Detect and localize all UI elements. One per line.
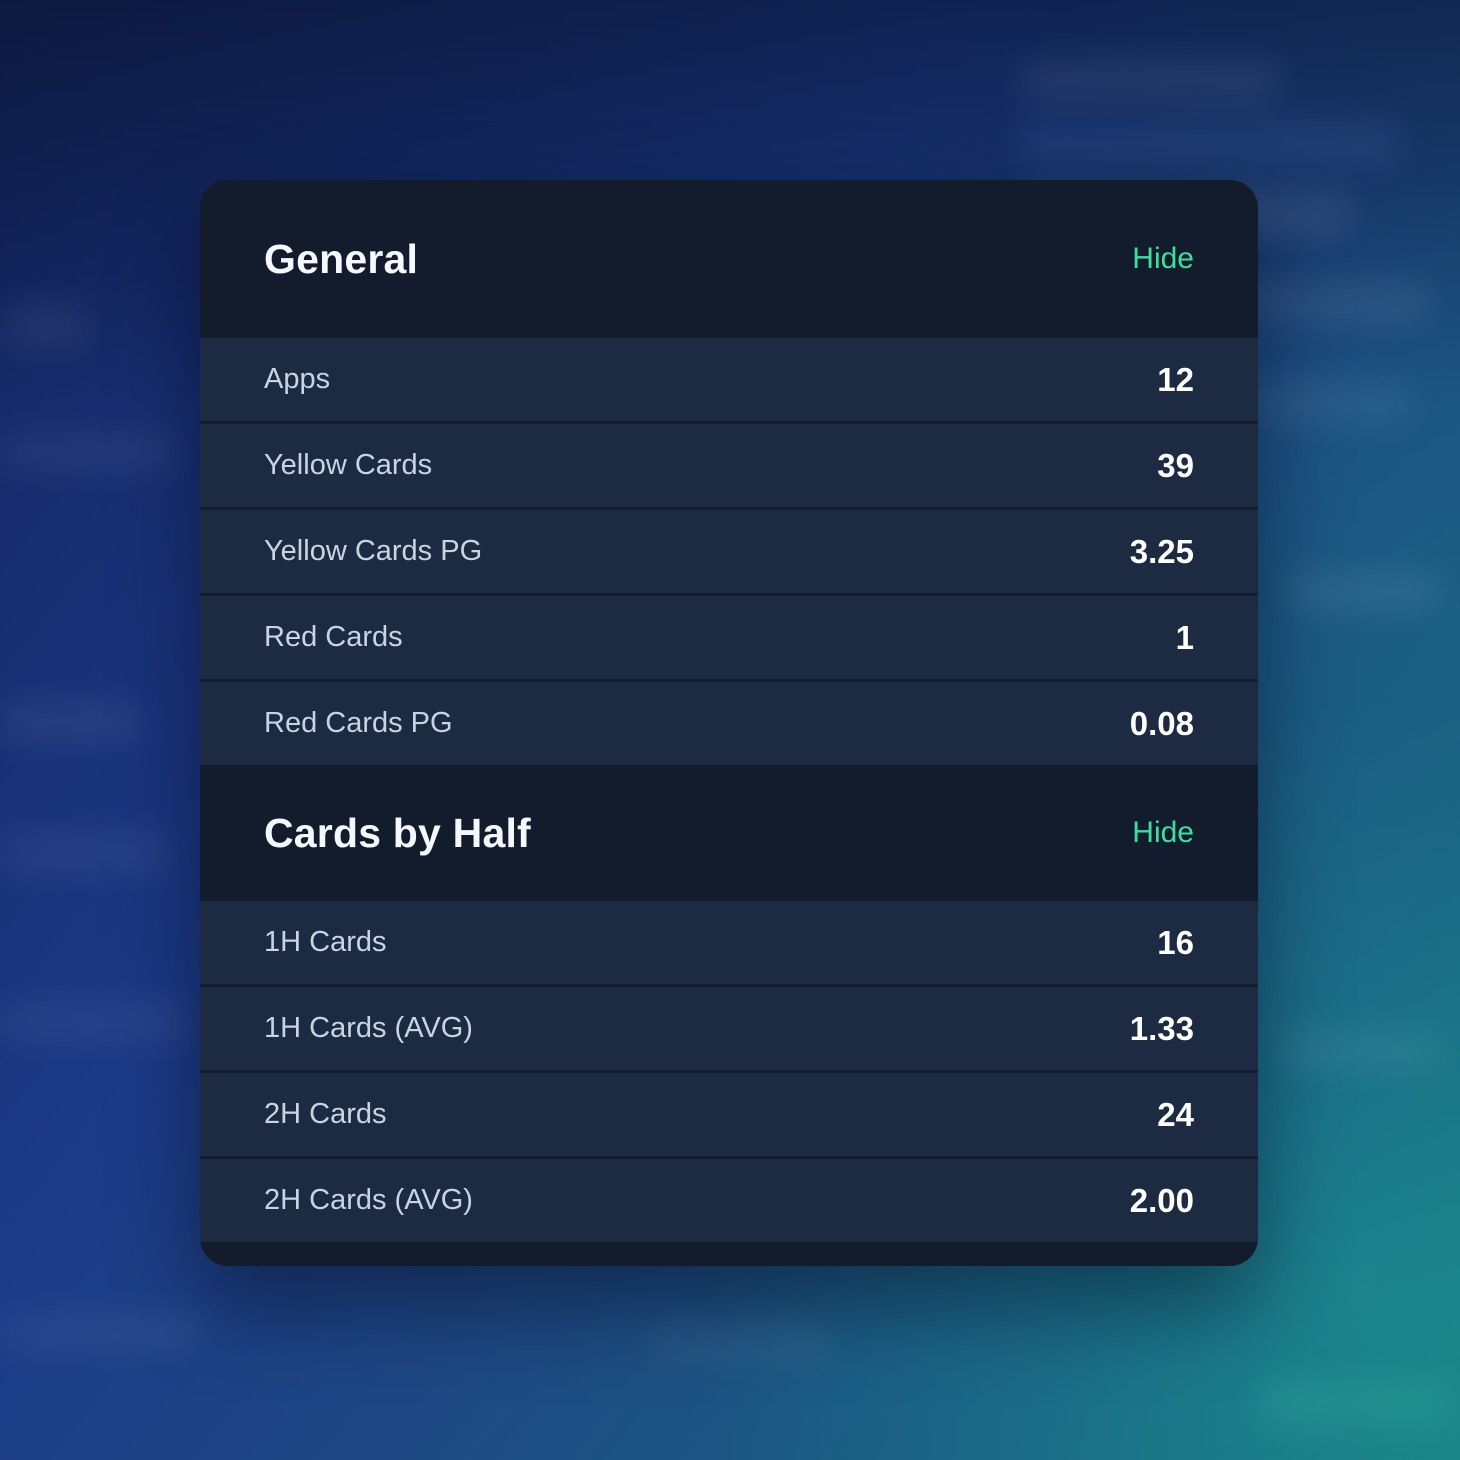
stat-row: Apps 12 <box>200 338 1258 421</box>
hide-toggle[interactable]: Hide <box>1132 242 1194 275</box>
background-decoration <box>1290 570 1440 612</box>
section-general: General Hide Apps 12 Yellow Cards 39 Yel… <box>200 180 1258 765</box>
stat-rows: Apps 12 Yellow Cards 39 Yellow Cards PG … <box>200 338 1258 765</box>
stat-value: 1 <box>1175 618 1194 656</box>
stat-row: 1H Cards 16 <box>200 901 1258 984</box>
stat-row: Yellow Cards 39 <box>200 424 1258 507</box>
stat-row: Red Cards PG 0.08 <box>200 682 1258 765</box>
background-decoration <box>1020 60 1280 102</box>
stat-row: Yellow Cards PG 3.25 <box>200 510 1258 593</box>
stat-value: 16 <box>1157 923 1194 961</box>
background-decoration <box>1020 120 1400 166</box>
stat-row: 2H Cards (AVG) 2.00 <box>200 1159 1258 1242</box>
stat-label: 2H Cards <box>264 1098 387 1130</box>
stat-label: Red Cards <box>264 621 403 653</box>
background-decoration <box>0 830 170 876</box>
section-title: General <box>264 235 419 282</box>
stat-value: 0.08 <box>1129 704 1194 742</box>
background-decoration <box>0 430 180 474</box>
stat-label: 2H Cards (AVG) <box>264 1184 473 1216</box>
stat-value: 2.00 <box>1129 1181 1194 1219</box>
background-decoration <box>1260 1380 1450 1426</box>
stat-row: 2H Cards 24 <box>200 1073 1258 1156</box>
stat-label: Yellow Cards PG <box>264 535 483 567</box>
stat-label: Yellow Cards <box>264 449 433 481</box>
stat-label: Red Cards PG <box>264 707 453 739</box>
section-header: General Hide <box>200 180 1258 338</box>
stat-value: 12 <box>1157 360 1194 398</box>
stats-card: General Hide Apps 12 Yellow Cards 39 Yel… <box>200 180 1258 1266</box>
stat-value: 24 <box>1157 1095 1194 1133</box>
background-decoration <box>1250 380 1410 424</box>
stat-value: 39 <box>1157 446 1194 484</box>
background-decoration <box>0 300 90 352</box>
background-decoration <box>1230 280 1430 324</box>
stat-row: 1H Cards (AVG) 1.33 <box>200 987 1258 1070</box>
hide-toggle[interactable]: Hide <box>1132 816 1194 849</box>
background-decoration <box>650 1320 830 1360</box>
background-decoration <box>1280 1030 1440 1070</box>
stat-value: 1.33 <box>1129 1009 1194 1047</box>
stat-label: 1H Cards <box>264 926 387 958</box>
stat-row: Red Cards 1 <box>200 596 1258 679</box>
stat-rows: 1H Cards 16 1H Cards (AVG) 1.33 2H Cards… <box>200 901 1258 1242</box>
section-cards-by-half: Cards by Half Hide 1H Cards 16 1H Cards … <box>200 765 1258 1242</box>
stat-value: 3.25 <box>1129 532 1194 570</box>
background-decoration <box>0 700 140 744</box>
background-decoration <box>0 1310 200 1354</box>
background-decoration <box>0 1000 190 1044</box>
section-title: Cards by Half <box>264 809 531 856</box>
stat-label: 1H Cards (AVG) <box>264 1012 473 1044</box>
section-header: Cards by Half Hide <box>200 765 1258 901</box>
stat-label: Apps <box>264 363 331 395</box>
